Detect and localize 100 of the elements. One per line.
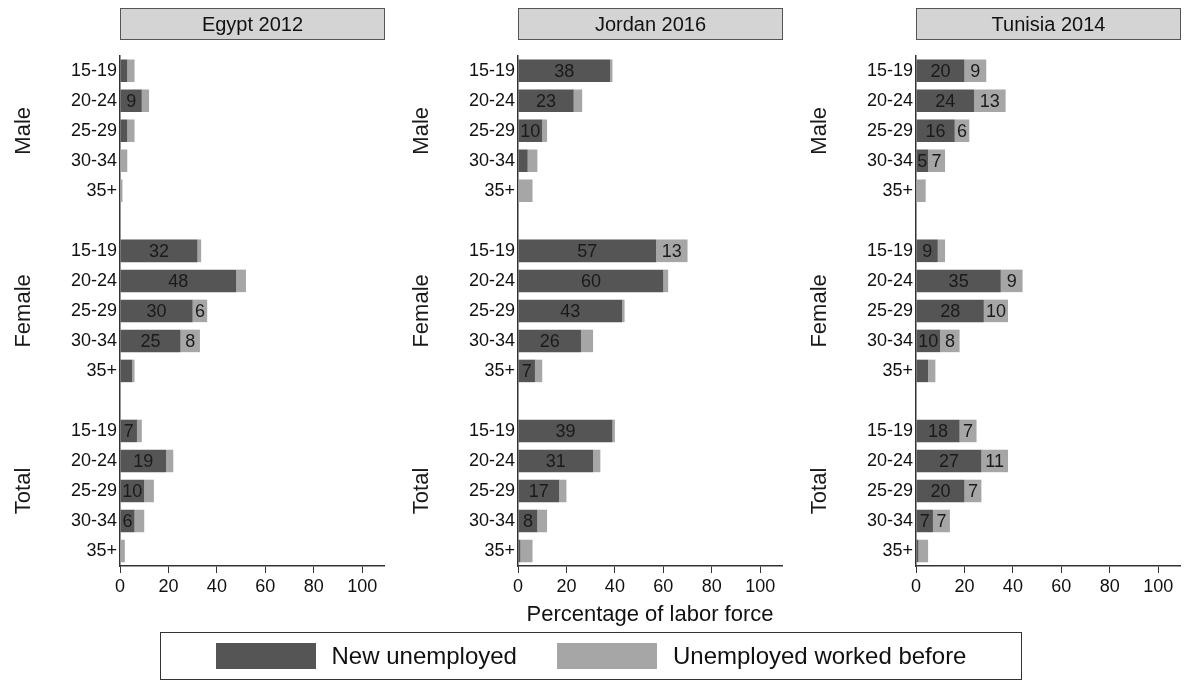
y-tick-label: 20-24	[468, 449, 515, 470]
data-label: 10	[122, 480, 143, 501]
data-label: 7	[967, 480, 978, 501]
bar	[573, 89, 583, 113]
bar	[518, 179, 533, 203]
bar	[141, 89, 150, 113]
legend-label: Unemployed worked before	[672, 642, 967, 670]
data-label: 24	[935, 90, 956, 111]
bar	[534, 359, 543, 383]
data-label: 31	[545, 450, 566, 471]
y-tick-label: 35+	[86, 359, 117, 380]
y-tick-label: 20-24	[866, 269, 913, 290]
y-tick-label: 30-34	[70, 329, 117, 350]
data-label: 7	[936, 510, 947, 531]
data-label: 13	[661, 240, 682, 261]
bar	[622, 299, 625, 323]
x-tick-label: 40	[1002, 575, 1023, 596]
data-label: 57	[577, 240, 598, 261]
chart-title: Jordan 2016	[518, 8, 783, 40]
text: Total	[10, 467, 36, 515]
bar	[916, 359, 929, 383]
y-tick-label: 35+	[484, 359, 515, 380]
data-label: 8	[522, 510, 533, 531]
y-tick-label: 30-34	[70, 509, 117, 530]
text: Female	[408, 274, 434, 348]
text: Female	[806, 274, 832, 348]
x-tick-label: 100	[745, 575, 776, 596]
data-label: 7	[919, 510, 930, 531]
y-tick-label: 30-34	[866, 329, 913, 350]
data-label: 8	[944, 330, 955, 351]
data-label: 18	[928, 420, 949, 441]
y-tick-label: 35+	[484, 179, 515, 200]
text: Male	[806, 106, 832, 155]
data-label: 48	[168, 270, 189, 291]
chart-title: Egypt 2012	[120, 8, 385, 40]
data-label: 13	[979, 90, 1000, 111]
bar	[580, 329, 594, 353]
data-label: 10	[520, 120, 541, 141]
y-tick-label: 30-34	[70, 149, 117, 170]
y-tick-label: 25-29	[468, 119, 515, 140]
y-tick-label: 15-19	[866, 419, 913, 440]
x-tick-label: 40	[604, 575, 625, 596]
data-label: 6	[122, 510, 133, 531]
data-label: 8	[185, 330, 196, 351]
y-tick-label: 25-29	[70, 119, 117, 140]
data-label: 32	[148, 240, 170, 261]
x-tick-label: 20	[954, 575, 975, 596]
data-label: 9	[922, 240, 933, 261]
bar	[928, 359, 936, 383]
y-tick-label: 15-19	[866, 59, 913, 80]
y-tick-label: 20-24	[70, 89, 117, 110]
y-tick-label: 25-29	[866, 479, 913, 500]
y-tick-label: 35+	[86, 539, 117, 560]
data-label: 7	[931, 150, 942, 171]
bar	[518, 449, 594, 473]
bar	[518, 269, 664, 293]
bar	[663, 269, 669, 293]
data-label: 7	[521, 360, 532, 381]
x-tick-label: 100	[1143, 575, 1174, 596]
bar	[144, 479, 154, 503]
y-tick-label: 30-34	[866, 509, 913, 530]
bar	[120, 269, 237, 293]
bar	[518, 299, 623, 323]
data-label: 10	[985, 300, 1006, 321]
bar	[542, 119, 548, 143]
x-tick-label: 20	[556, 575, 577, 596]
bar	[612, 419, 615, 443]
y-tick-label: 20-24	[866, 449, 913, 470]
y-tick-label: 35+	[882, 359, 913, 380]
data-label: 23	[536, 90, 557, 111]
y-tick-label: 15-19	[468, 239, 515, 260]
x-tick-label: 60	[1051, 575, 1072, 596]
y-tick-label: 15-19	[70, 419, 117, 440]
y-tick-label: 25-29	[468, 299, 515, 320]
data-label: 6	[957, 120, 968, 141]
bar	[937, 239, 946, 263]
data-label: 7	[123, 420, 134, 441]
y-tick-label: 30-34	[468, 509, 515, 530]
bar	[136, 419, 142, 443]
chart-title: Tunisia 2014	[916, 8, 1181, 40]
bar	[918, 539, 929, 563]
bar	[916, 179, 926, 203]
bar	[134, 509, 145, 533]
y-tick-label: 35+	[882, 179, 913, 200]
data-label: 30	[146, 300, 167, 321]
data-label: 5	[917, 150, 928, 171]
data-label: 38	[554, 60, 575, 81]
data-label: 27	[938, 450, 959, 471]
data-label: 11	[985, 450, 1005, 471]
y-tick-label: 20-24	[468, 89, 515, 110]
text: Female	[10, 274, 36, 348]
data-label: 19	[133, 450, 154, 471]
bar	[527, 149, 538, 173]
y-tick-label: 25-29	[70, 299, 117, 320]
data-label: 10	[918, 330, 939, 351]
x-tick-label: 40	[206, 575, 227, 596]
x-tick-label: 80	[303, 575, 324, 596]
x-tick-label: 0	[114, 575, 126, 596]
data-label: 25	[140, 330, 161, 351]
bar	[132, 359, 135, 383]
